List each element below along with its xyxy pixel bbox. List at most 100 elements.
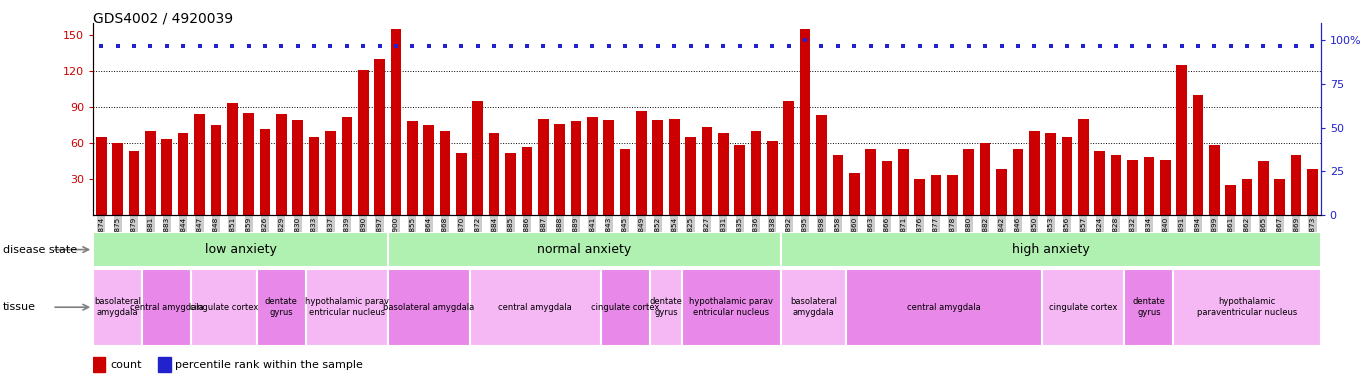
Point [467,43,489,49]
Point [253,43,275,49]
Text: cingulate cortex: cingulate cortex [1049,303,1118,312]
Bar [277,114,286,215]
Bar [849,173,859,215]
Point [123,43,145,49]
Point [1122,43,1144,49]
Bar [456,152,467,215]
Point [401,43,423,49]
Point [418,43,440,49]
Point [958,43,980,49]
Point [1106,43,1128,49]
Bar [996,169,1007,215]
Bar [1144,157,1154,215]
Point [206,43,227,49]
Bar [930,175,941,215]
Point [140,43,162,49]
Bar [682,269,781,346]
Point [548,43,570,49]
Point [630,43,652,49]
Point [811,43,833,49]
Bar [781,269,847,346]
Point [1186,43,1208,49]
Bar [358,70,369,215]
Point [564,43,586,49]
Point [319,43,341,49]
Bar [93,269,142,346]
Bar [963,149,974,215]
Text: central amygdala: central amygdala [499,303,571,312]
Text: percentile rank within the sample: percentile rank within the sample [175,360,363,371]
Bar [1125,269,1173,346]
Bar [1029,131,1040,215]
Text: hypothalamic parav
entricular nucleus: hypothalamic parav entricular nucleus [306,298,389,317]
Bar [256,269,306,346]
Bar [1258,161,1269,215]
Bar [162,139,173,215]
Text: dentate
gyrus: dentate gyrus [649,298,682,317]
Point [286,43,308,49]
Bar [1193,95,1203,215]
Point [533,43,555,49]
Point [696,43,718,49]
Bar [292,120,303,215]
Point [1219,43,1241,49]
Bar [734,146,745,215]
Point [434,43,456,49]
Point [173,43,195,49]
Point [385,43,407,49]
Text: high anxiety: high anxiety [1012,243,1089,256]
Point [795,37,817,43]
Bar [390,29,401,215]
Point [875,43,897,49]
Text: GDS4002 / 4920039: GDS4002 / 4920039 [93,12,233,25]
Bar [489,134,500,215]
Bar [817,116,827,215]
Bar [669,119,680,215]
Bar [586,117,597,215]
Point [352,43,374,49]
Point [189,43,211,49]
Bar [388,232,781,267]
Bar [1128,160,1137,215]
Bar [112,143,123,215]
Point [1007,43,1029,49]
Point [107,43,129,49]
Bar [1173,269,1321,346]
Bar [603,120,614,215]
Point [1269,43,1291,49]
Bar [407,121,418,215]
Bar [1078,119,1089,215]
Bar [96,137,107,215]
Text: dentate
gyrus: dentate gyrus [264,298,297,317]
Bar [473,101,484,215]
Point [237,43,259,49]
Bar [159,357,171,372]
Bar [1225,185,1236,215]
Point [1155,43,1177,49]
Point [484,43,506,49]
Point [1089,43,1111,49]
Bar [652,120,663,215]
Point [908,43,930,49]
Point [827,43,849,49]
Point [1023,43,1045,49]
Bar [619,149,630,215]
Point [1236,43,1258,49]
Point [778,43,800,49]
Text: hypothalamic
paraventricular nucleus: hypothalamic paraventricular nucleus [1197,298,1297,317]
Text: central amygdala: central amygdala [130,303,204,312]
Bar [1111,155,1122,215]
Point [1170,43,1192,49]
Bar [178,134,189,215]
Bar [325,131,336,215]
Point [1252,43,1274,49]
Point [222,43,244,49]
Bar [145,131,156,215]
Point [1203,43,1225,49]
Bar [1095,151,1106,215]
Bar [129,151,140,215]
Point [90,43,112,49]
Bar [1012,149,1023,215]
Point [156,43,178,49]
Bar [1307,169,1318,215]
